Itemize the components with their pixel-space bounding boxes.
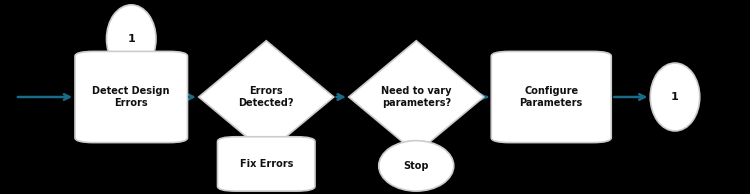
Text: Errors
Detected?: Errors Detected? — [238, 86, 294, 108]
Polygon shape — [199, 41, 334, 153]
Ellipse shape — [379, 141, 454, 191]
Text: Need to vary
parameters?: Need to vary parameters? — [381, 86, 452, 108]
Polygon shape — [349, 41, 484, 153]
Text: 1: 1 — [128, 34, 135, 44]
Text: 1: 1 — [671, 92, 679, 102]
Text: Stop: Stop — [404, 161, 429, 171]
Ellipse shape — [650, 63, 700, 131]
Text: Configure
Parameters: Configure Parameters — [520, 86, 583, 108]
Text: Detect Design
Errors: Detect Design Errors — [92, 86, 170, 108]
FancyBboxPatch shape — [75, 51, 188, 143]
Ellipse shape — [106, 5, 156, 73]
Text: Fix Errors: Fix Errors — [239, 159, 293, 169]
FancyBboxPatch shape — [217, 137, 315, 191]
FancyBboxPatch shape — [491, 51, 611, 143]
